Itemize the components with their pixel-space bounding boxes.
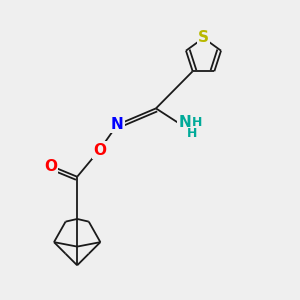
- Text: O: O: [44, 159, 57, 174]
- Text: N: N: [178, 115, 191, 130]
- Text: H: H: [192, 116, 203, 129]
- Text: S: S: [198, 30, 209, 45]
- Text: N: N: [111, 117, 124, 132]
- Text: H: H: [187, 127, 198, 140]
- Text: O: O: [93, 142, 106, 158]
